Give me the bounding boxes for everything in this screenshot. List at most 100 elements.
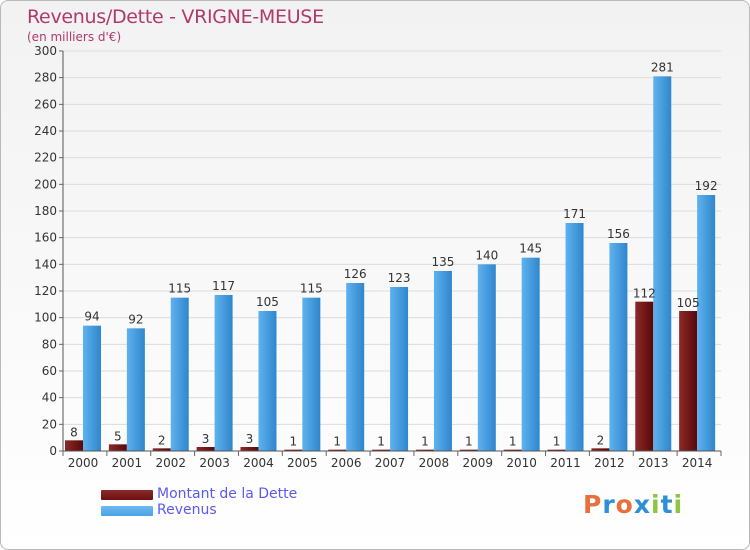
bar-dette-2008 bbox=[415, 449, 434, 451]
data-label-dette-2001: 5 bbox=[114, 429, 122, 443]
data-label-dette-2006: 1 bbox=[333, 435, 341, 449]
x-tick-label-2008: 2008 bbox=[419, 456, 450, 470]
x-tick-label-2012: 2012 bbox=[594, 456, 625, 470]
data-label-revenus-2014: 192 bbox=[695, 179, 718, 193]
y-tick-label: 220 bbox=[34, 151, 57, 165]
x-tick-label-2002: 2002 bbox=[155, 456, 186, 470]
data-label-revenus-2004: 105 bbox=[256, 295, 279, 309]
legend-swatch-revenus bbox=[101, 506, 153, 516]
y-tick-label: 40 bbox=[42, 391, 57, 405]
data-label-dette-2013: 112 bbox=[633, 287, 656, 301]
bar-revenus-2012 bbox=[609, 243, 628, 451]
bar-dette-2013 bbox=[635, 301, 654, 451]
data-label-dette-2010: 1 bbox=[509, 435, 517, 449]
logo-letter: t bbox=[660, 490, 674, 519]
legend-label-revenus: Revenus bbox=[157, 502, 217, 518]
bar-revenus-2006 bbox=[346, 283, 365, 451]
bar-revenus-2009 bbox=[477, 264, 496, 451]
legend-swatch-dette bbox=[101, 490, 153, 500]
y-tick-label: 280 bbox=[34, 71, 57, 85]
bar-dette-2002 bbox=[152, 448, 171, 451]
data-label-revenus-2005: 115 bbox=[300, 282, 323, 296]
data-label-dette-2009: 1 bbox=[465, 435, 473, 449]
x-tick-label-2004: 2004 bbox=[243, 456, 274, 470]
data-label-dette-2011: 1 bbox=[553, 435, 561, 449]
bar-revenus-2011 bbox=[565, 223, 584, 451]
bar-revenus-2003 bbox=[214, 295, 233, 451]
bar-revenus-2004 bbox=[258, 311, 277, 451]
data-labels: 8945922115311731051115112611231135114011… bbox=[70, 60, 717, 448]
bar-revenus-2000 bbox=[83, 325, 101, 451]
x-tick-label-2006: 2006 bbox=[331, 456, 362, 470]
x-tick-label-2000: 2000 bbox=[68, 456, 99, 470]
logo-letter: i bbox=[651, 490, 661, 519]
data-label-revenus-2003: 117 bbox=[212, 279, 235, 293]
bar-dette-2005 bbox=[284, 449, 303, 451]
data-label-revenus-2001: 92 bbox=[128, 312, 143, 326]
bar-dette-2006 bbox=[328, 449, 347, 451]
bar-dette-2003 bbox=[196, 447, 215, 451]
logo-letter: i bbox=[673, 490, 684, 519]
bar-dette-2011 bbox=[547, 449, 566, 451]
data-label-revenus-2013: 281 bbox=[651, 60, 674, 74]
y-tick-label: 60 bbox=[42, 364, 57, 378]
data-label-dette-2007: 1 bbox=[377, 435, 385, 449]
data-label-revenus-2010: 145 bbox=[519, 242, 542, 256]
bars bbox=[65, 76, 716, 451]
bar-dette-2009 bbox=[459, 449, 478, 451]
logo-letter: P bbox=[583, 490, 603, 519]
y-tick-label: 80 bbox=[42, 337, 57, 351]
data-label-revenus-2002: 115 bbox=[168, 282, 191, 296]
bar-dette-2007 bbox=[372, 449, 391, 451]
bar-revenus-2001 bbox=[126, 328, 145, 451]
x-tick-label-2009: 2009 bbox=[463, 456, 494, 470]
data-label-revenus-2000: 94 bbox=[84, 310, 99, 324]
y-tick-label: 20 bbox=[42, 417, 57, 431]
x-tick-label-2001: 2001 bbox=[112, 456, 143, 470]
y-tick-label: 160 bbox=[34, 231, 57, 245]
bar-revenus-2007 bbox=[390, 287, 409, 451]
bar-dette-2012 bbox=[591, 448, 610, 451]
data-label-dette-2008: 1 bbox=[421, 435, 429, 449]
y-tick-label: 200 bbox=[34, 177, 57, 191]
bar-revenus-2002 bbox=[170, 297, 189, 451]
data-label-revenus-2009: 140 bbox=[475, 248, 498, 262]
logo-letter: o bbox=[615, 490, 634, 519]
x-tick-label-2010: 2010 bbox=[506, 456, 537, 470]
data-label-revenus-2008: 135 bbox=[431, 255, 454, 269]
x-tick-label-2003: 2003 bbox=[199, 456, 230, 470]
y-tick-label: 240 bbox=[34, 124, 57, 138]
x-tick-label-2011: 2011 bbox=[550, 456, 581, 470]
data-label-dette-2003: 3 bbox=[202, 432, 210, 446]
bar-dette-2000 bbox=[65, 440, 83, 451]
data-label-dette-2002: 2 bbox=[158, 433, 166, 447]
data-label-dette-2014: 105 bbox=[677, 296, 700, 310]
chart-subtitle: (en milliers d'€) bbox=[27, 30, 122, 44]
logo-letter: r bbox=[602, 490, 616, 519]
data-label-revenus-2006: 126 bbox=[344, 267, 367, 281]
data-label-dette-2012: 2 bbox=[597, 433, 605, 447]
chart-title: Revenus/Dette - VRIGNE-MEUSE bbox=[27, 6, 324, 28]
x-tick-label-2007: 2007 bbox=[375, 456, 406, 470]
legend-label-dette: Montant de la Dette bbox=[157, 486, 298, 502]
logo-letter: x bbox=[633, 490, 651, 519]
bar-revenus-2014 bbox=[697, 195, 716, 451]
y-tick-label: 120 bbox=[34, 284, 57, 298]
x-tick-label-2013: 2013 bbox=[638, 456, 669, 470]
proxiti-logo: Proxiti bbox=[583, 490, 683, 519]
bar-dette-2014 bbox=[679, 311, 698, 451]
y-axis: 0 20 40 60 80 100 120 140 160 180 200 220 240 260 280 3… bbox=[34, 44, 64, 458]
bar-dette-2004 bbox=[240, 447, 259, 451]
y-tick-label: 260 bbox=[34, 97, 57, 111]
data-label-revenus-2007: 123 bbox=[388, 271, 411, 285]
bar-revenus-2013 bbox=[653, 76, 672, 451]
data-label-dette-2004: 3 bbox=[246, 432, 254, 446]
bar-revenus-2008 bbox=[433, 271, 452, 451]
x-tick-label-2014: 2014 bbox=[682, 456, 713, 470]
y-tick-label: 180 bbox=[34, 204, 57, 218]
data-label-revenus-2012: 156 bbox=[607, 227, 630, 241]
x-tick-label-2005: 2005 bbox=[287, 456, 318, 470]
data-label-dette-2005: 1 bbox=[290, 435, 298, 449]
